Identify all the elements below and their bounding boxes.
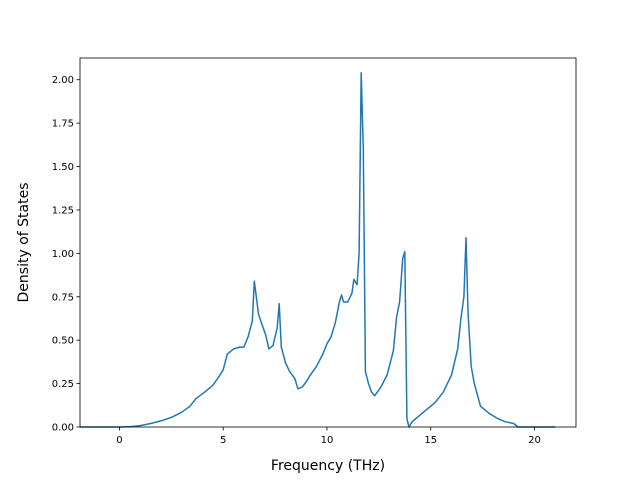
y-tick-label: 1.00 [52, 249, 74, 260]
y-tick-label: 0.50 [52, 336, 74, 347]
x-tick-label: 10 [321, 435, 334, 446]
axes-frame [79, 57, 577, 428]
y-tick-label: 1.50 [52, 162, 74, 173]
y-tick-label: 0.25 [52, 379, 74, 390]
ticks: 0 5 10 15 20 0.00 0.25 0.50 0.75 1.00 1.25 1.50 1.75… [52, 75, 541, 446]
x-tick-label: 0 [116, 435, 122, 446]
x-tick-label: 20 [528, 435, 541, 446]
x-tick-label: 15 [424, 435, 437, 446]
x-tick-label: 5 [220, 435, 226, 446]
y-tick-label: 1.25 [52, 205, 74, 216]
dos-series-line [80, 72, 556, 428]
x-axis-label: Frequency (THz) [271, 458, 385, 474]
plot-area [80, 72, 556, 428]
y-tick-label: 0.75 [52, 292, 74, 303]
y-tick-label: 2.00 [52, 75, 74, 86]
y-tick-label: 1.75 [52, 119, 74, 130]
y-tick-label: 0.00 [52, 423, 74, 434]
y-axis-label: Density of States [16, 183, 32, 303]
